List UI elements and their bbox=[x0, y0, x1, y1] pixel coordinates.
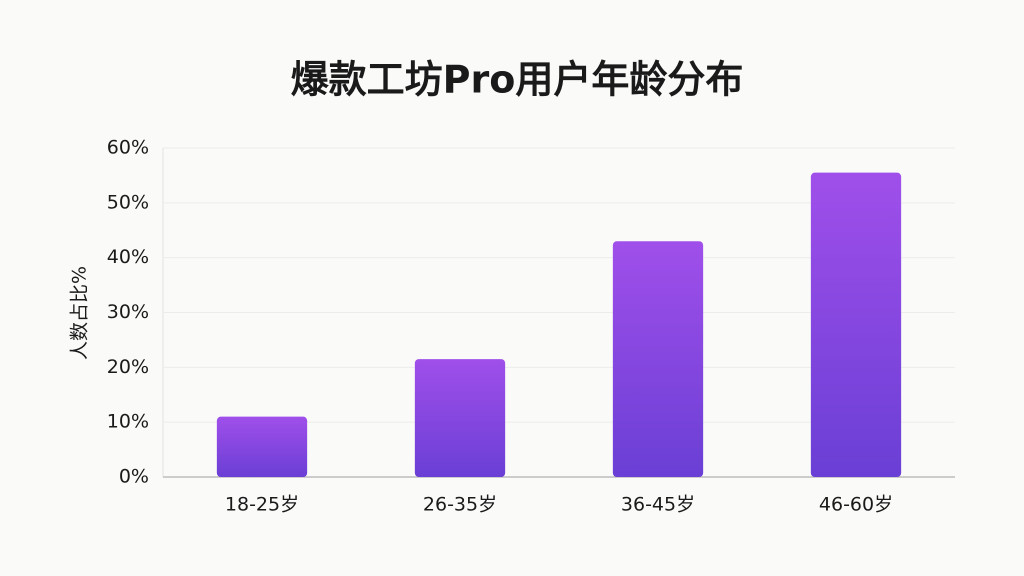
y-tick-label: 0% bbox=[119, 466, 149, 488]
y-axis-label: 人数占比% bbox=[69, 266, 91, 360]
bar bbox=[216, 416, 308, 477]
y-tick-label: 10% bbox=[107, 411, 149, 433]
bar bbox=[810, 172, 902, 478]
y-tick-label: 60% bbox=[107, 137, 149, 159]
chart-title: 爆款工坊Pro用户年龄分布 bbox=[291, 58, 744, 102]
x-tick-label: 26-35岁 bbox=[423, 494, 497, 516]
y-tick-label: 40% bbox=[107, 246, 149, 268]
y-tick-label: 20% bbox=[107, 356, 149, 378]
y-tick-label: 30% bbox=[107, 301, 149, 323]
y-tick-label: 50% bbox=[107, 191, 149, 213]
x-tick-label: 36-45岁 bbox=[621, 494, 695, 516]
bar bbox=[414, 359, 506, 477]
bar bbox=[612, 241, 704, 477]
x-tick-label: 46-60岁 bbox=[819, 494, 893, 516]
x-tick-label: 18-25岁 bbox=[225, 494, 299, 516]
